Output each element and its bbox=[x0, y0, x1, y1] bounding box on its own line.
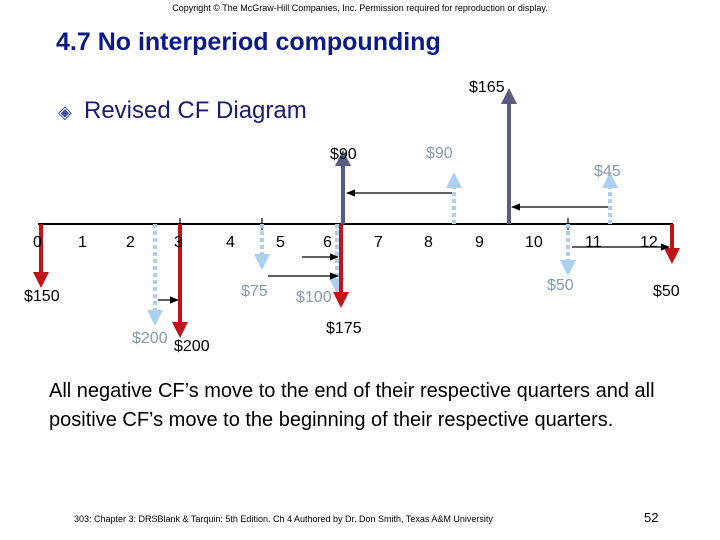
period-label-9: 9 bbox=[475, 234, 484, 251]
slide-subtitle: Revised CF Diagram bbox=[84, 97, 307, 124]
cf-label-75-original: $75 bbox=[241, 283, 268, 300]
period-label-12: 12 bbox=[640, 234, 658, 251]
period-label-1: 1 bbox=[78, 234, 87, 251]
footer-credit: 303: Chapter 3: DRSBlank & Tarquin: 5th … bbox=[74, 514, 493, 524]
cf-label-200-original: $200 bbox=[132, 330, 168, 347]
cf-label-90-revised: $90 bbox=[330, 146, 357, 163]
period-label-5: 5 bbox=[276, 234, 285, 251]
cf-label-90-original: $90 bbox=[426, 145, 453, 162]
period-label-3: 3 bbox=[174, 234, 183, 251]
period-label-8: 8 bbox=[424, 234, 433, 251]
cf-label-100-original: $100 bbox=[296, 289, 332, 306]
page-number: 52 bbox=[644, 510, 659, 525]
period-label-2: 2 bbox=[126, 234, 135, 251]
cf-label-45-original: $45 bbox=[594, 163, 621, 180]
period-label-10: 10 bbox=[525, 234, 543, 251]
diamond-bullet-icon: ◈ bbox=[58, 102, 72, 122]
cf-label-150: $150 bbox=[24, 288, 60, 305]
cf-label-50-revised: $50 bbox=[653, 283, 680, 300]
copyright-notice: Copyright © The McGraw-Hill Companies, I… bbox=[172, 3, 548, 13]
cf-label-200-revised: $200 bbox=[174, 338, 210, 355]
cf-label-50-original: $50 bbox=[547, 277, 574, 294]
period-label-6: 6 bbox=[323, 234, 332, 251]
summary-text: All negative CF’s move to the end of the… bbox=[49, 380, 655, 431]
period-label-4: 4 bbox=[226, 234, 235, 251]
period-label-11: 11 bbox=[585, 234, 602, 251]
cf-label-165: $165 bbox=[469, 79, 505, 96]
cf-label-175: $175 bbox=[326, 320, 362, 337]
period-label-0: 0 bbox=[33, 234, 42, 251]
period-label-7: 7 bbox=[374, 234, 383, 251]
slide-title: 4.7 No interperiod compounding bbox=[56, 28, 441, 56]
